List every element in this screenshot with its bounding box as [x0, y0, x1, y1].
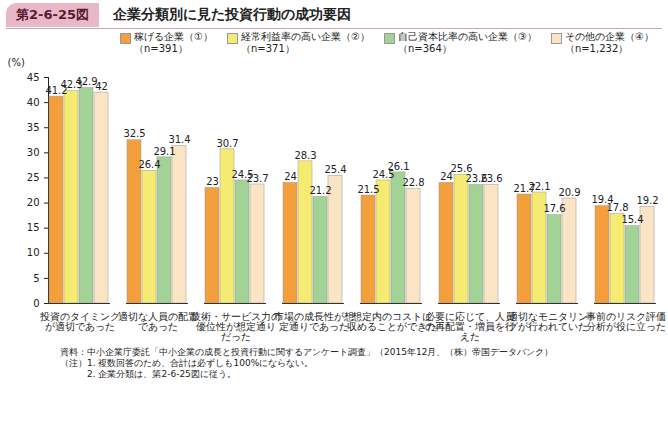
svg-text:25: 25: [27, 172, 40, 183]
svg-text:24: 24: [440, 171, 453, 183]
html-text:自己資本比率の高い企業（③） （n=364）: 自己資本比率の高い企業（③） （n=364）: [397, 31, 537, 54]
svg-text:20.9: 20.9: [558, 187, 580, 198]
svg-text:21.7: 21.7: [513, 182, 536, 194]
svg-text:23.7: 23.7: [246, 173, 268, 184]
svg-text:23.6: 23.6: [465, 173, 488, 185]
svg-text:15: 15: [27, 222, 40, 233]
svg-text:21.2: 21.2: [309, 185, 331, 196]
svg-text:24.5: 24.5: [372, 168, 395, 180]
svg-text:42.9: 42.9: [75, 76, 98, 88]
svg-text:想定内のコストに収めることができた: 想定内のコストに収めることができた: [347, 311, 437, 332]
svg-text:必要に応じて、人員の再配置・増員を行えた: 必要に応じて、人員の再配置・増員を行えた: [425, 311, 515, 342]
svg-text:17.8: 17.8: [606, 202, 628, 213]
html-text:資料：中小企業庁委託「中小企業の成長と投資行動に関するアンケ: 資料：中小企業庁委託「中小企業の成長と投資行動に関するアンケート調査」（2015…: [60, 347, 554, 357]
svg-text:25.4: 25.4: [324, 164, 346, 175]
svg-text:24.5: 24.5: [231, 168, 254, 180]
svg-text:事前のリスク評価分析が役に立った: 事前のリスク評価分析が役に立った: [586, 311, 666, 332]
html-text:その他の企業（④） （n=1,232）: その他の企業（④） （n=1,232）: [564, 31, 654, 54]
html-text:2. 企業分類は、第2-6-25図に従う。: 2. 企業分類は、第2-6-25図に従う。: [87, 369, 236, 379]
svg-text:35: 35: [27, 122, 40, 133]
svg-text:15.4: 15.4: [621, 214, 643, 225]
svg-text:30: 30: [27, 147, 40, 158]
svg-text:10: 10: [27, 247, 40, 258]
svg-text:17.6: 17.6: [543, 203, 565, 214]
svg-text:25.6: 25.6: [450, 163, 473, 175]
html-text:（注）1. 複数回答のため、合計は必ずしも100%にならない: （注）1. 複数回答のため、合計は必ずしも100%にならない。: [60, 358, 314, 368]
svg-text:技術・サービス力の優位性が想定通りだった: 技術・サービス力の優位性が想定通りだった: [190, 311, 281, 342]
svg-text:28.3: 28.3: [294, 150, 316, 161]
svg-text:23.6: 23.6: [480, 173, 502, 184]
svg-text:31.4: 31.4: [168, 134, 190, 145]
svg-text:市場の成長性が想定通りであった: 市場の成長性が想定通りであった: [274, 311, 354, 332]
svg-text:20: 20: [27, 197, 40, 208]
html-text:企業分類別に見た投資行動の成功要因: 企業分類別に見た投資行動の成功要因: [113, 6, 351, 22]
svg-text:26.1: 26.1: [387, 161, 409, 172]
svg-text:適切な人員の配置であった: 適切な人員の配置であった: [118, 311, 198, 332]
svg-text:24: 24: [284, 171, 297, 182]
svg-text:29.1: 29.1: [153, 146, 175, 157]
svg-text:32.5: 32.5: [123, 128, 145, 139]
svg-text:23: 23: [206, 176, 219, 187]
svg-text:40: 40: [27, 97, 40, 108]
svg-text:22.8: 22.8: [402, 177, 424, 188]
svg-text:30.7: 30.7: [216, 138, 238, 149]
svg-text:19.2: 19.2: [636, 195, 658, 206]
svg-text:(%): (%): [8, 57, 25, 68]
html-text:経常利益率の高い企業（②） （n=371）: 経常利益率の高い企業（②） （n=371）: [241, 31, 370, 54]
svg-text:26.4: 26.4: [138, 159, 160, 170]
svg-text:45: 45: [27, 72, 40, 83]
svg-text:5: 5: [33, 273, 39, 284]
svg-text:42.3: 42.3: [60, 79, 83, 91]
svg-text:41.2: 41.2: [45, 84, 68, 96]
svg-text:19.4: 19.4: [591, 194, 614, 206]
svg-text:適切なモニタリングが行われていた: 適切なモニタリングが行われていた: [508, 311, 588, 332]
svg-text:21.5: 21.5: [357, 184, 379, 195]
html-text:稼げる企業（①） （n=391）: 稼げる企業（①） （n=391）: [134, 31, 213, 54]
svg-text:0: 0: [33, 298, 39, 309]
svg-text:22.1: 22.1: [528, 181, 550, 192]
html-text:第2-6-25図: 第2-6-25図: [16, 7, 89, 22]
svg-text:投資のタイミングが適切であった: 投資のタイミングが適切であった: [39, 311, 121, 332]
svg-text:42: 42: [95, 81, 108, 92]
